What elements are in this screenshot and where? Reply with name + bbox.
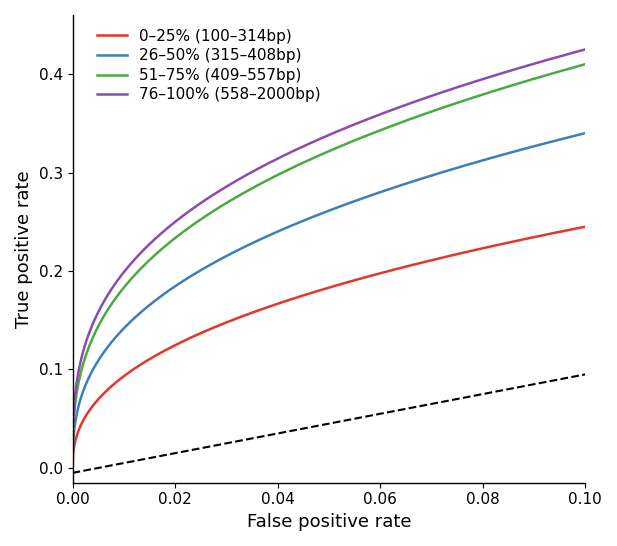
26–50% (315–408bp) bbox=[421, 174, 428, 181]
0–25% (100–314bp) bbox=[581, 223, 589, 230]
51–75% (409–557bp) bbox=[121, 283, 128, 289]
Legend: 0–25% (100–314bp), 26–50% (315–408bp), 51–75% (409–557bp), 76–100% (558–2000bp): 0–25% (100–314bp), 26–50% (315–408bp), 5… bbox=[91, 22, 327, 109]
76–100% (558–2000bp) bbox=[294, 145, 302, 152]
0–25% (100–314bp) bbox=[276, 300, 284, 306]
51–75% (409–557bp) bbox=[69, 465, 77, 471]
Line: 0–25% (100–314bp): 0–25% (100–314bp) bbox=[73, 227, 585, 468]
51–75% (409–557bp) bbox=[294, 162, 302, 168]
76–100% (558–2000bp) bbox=[581, 46, 589, 53]
0–25% (100–314bp) bbox=[468, 247, 476, 254]
X-axis label: False positive rate: False positive rate bbox=[247, 513, 411, 531]
26–50% (315–408bp) bbox=[478, 157, 485, 164]
51–75% (409–557bp) bbox=[421, 111, 428, 117]
51–75% (409–557bp) bbox=[478, 92, 485, 98]
0–25% (100–314bp) bbox=[294, 294, 302, 300]
26–50% (315–408bp) bbox=[69, 465, 77, 471]
Line: 26–50% (315–408bp): 26–50% (315–408bp) bbox=[73, 133, 585, 468]
76–100% (558–2000bp) bbox=[276, 155, 284, 161]
76–100% (558–2000bp) bbox=[468, 79, 476, 86]
76–100% (558–2000bp) bbox=[69, 465, 77, 471]
0–25% (100–314bp) bbox=[121, 372, 128, 379]
Line: 51–75% (409–557bp): 51–75% (409–557bp) bbox=[73, 64, 585, 468]
76–100% (558–2000bp) bbox=[421, 95, 428, 102]
26–50% (315–408bp) bbox=[276, 227, 284, 234]
51–75% (409–557bp) bbox=[276, 170, 284, 177]
76–100% (558–2000bp) bbox=[121, 268, 128, 274]
51–75% (409–557bp) bbox=[468, 94, 476, 101]
0–25% (100–314bp) bbox=[421, 259, 428, 265]
26–50% (315–408bp) bbox=[294, 219, 302, 226]
51–75% (409–557bp) bbox=[581, 61, 589, 68]
26–50% (315–408bp) bbox=[581, 130, 589, 136]
Y-axis label: True positive rate: True positive rate bbox=[15, 170, 33, 328]
0–25% (100–314bp) bbox=[478, 245, 485, 252]
76–100% (558–2000bp) bbox=[478, 76, 485, 83]
26–50% (315–408bp) bbox=[121, 324, 128, 330]
Line: 76–100% (558–2000bp): 76–100% (558–2000bp) bbox=[73, 50, 585, 468]
0–25% (100–314bp) bbox=[69, 465, 77, 471]
26–50% (315–408bp) bbox=[468, 160, 476, 167]
